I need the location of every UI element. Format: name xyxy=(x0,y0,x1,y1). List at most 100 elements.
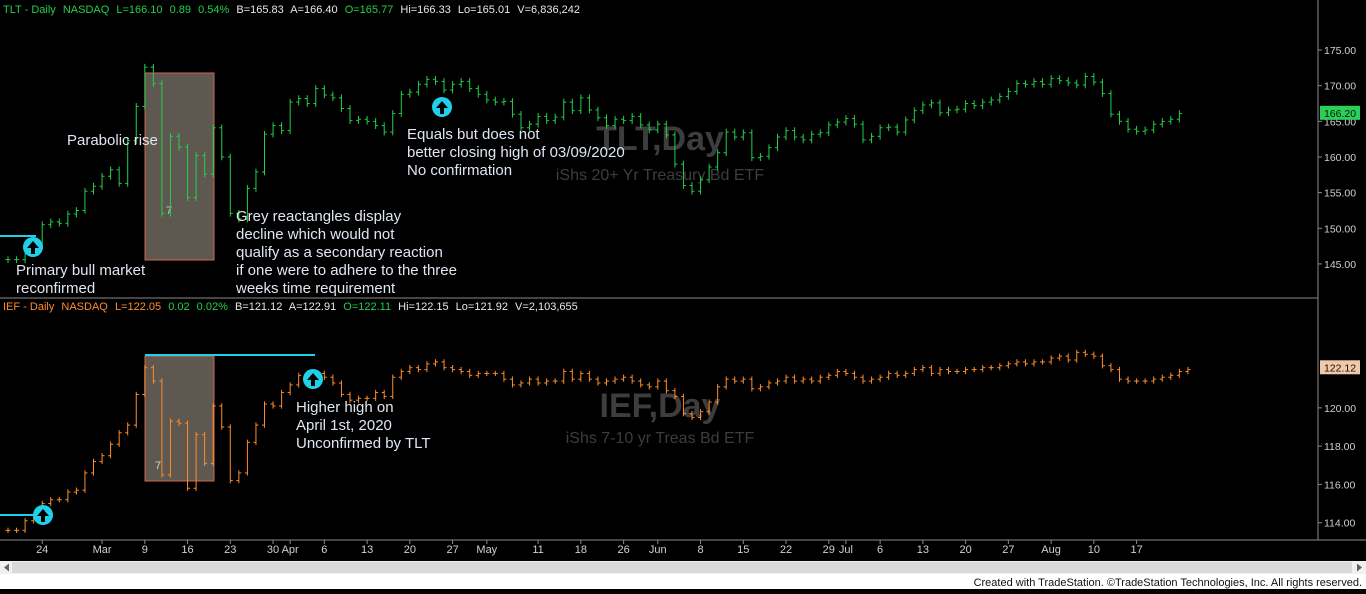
time-label: Mar xyxy=(93,544,112,556)
tlt-bid: B=165.83 xyxy=(236,4,283,16)
tlt-last-price-tag: 166.20 xyxy=(1320,105,1360,120)
ief-price-bar xyxy=(287,382,293,396)
ief-price-bar xyxy=(5,527,11,534)
tlt-price-bar xyxy=(133,103,139,144)
tlt-price-bar xyxy=(304,95,310,107)
ief-price-bar xyxy=(381,389,387,400)
tlt-price-bar xyxy=(210,124,216,178)
time-label: Jun xyxy=(649,544,667,556)
ief-price-bar xyxy=(698,409,704,421)
tlt-vol: V=6,836,242 xyxy=(517,4,580,16)
tlt-price-bar xyxy=(655,120,661,134)
ief-price-bar xyxy=(99,453,105,465)
ief-price-bar xyxy=(586,370,592,382)
svg-text:TLT - Daily NASDAQ: TLT - Daily NASDAQ L=166.10 0.89 0.54% B… xyxy=(3,4,580,16)
tlt-pane[interactable]: TLT,Day iShs 20+ Yr Treasury Bd ETF 7 TL… xyxy=(0,4,1360,297)
tlt-price-bar xyxy=(646,121,652,134)
time-axis[interactable]: 24 Mar 9 16 23 30 Apr 6 13 20 27 May 11 18 26 Jun 8 15 22 2… xyxy=(36,540,1143,556)
ief-price-bar xyxy=(424,361,430,373)
tlt-price-bar xyxy=(706,163,712,184)
tlt-price-axis[interactable]: 175.00170.00165.00160.00155.00150.00145.… xyxy=(1318,45,1360,271)
time-label: 15 xyxy=(737,544,749,556)
ief-price-bar xyxy=(509,376,515,388)
tlt-price-bar xyxy=(1099,78,1105,97)
annotation-parabolic-rise: Parabolic rise xyxy=(67,132,158,149)
tlt-price-bar xyxy=(604,114,609,129)
ief-price-bar xyxy=(937,366,943,377)
time-label: 27 xyxy=(1002,544,1014,556)
tlt-price-bar xyxy=(834,118,840,129)
tlt-price-bar xyxy=(1031,78,1037,88)
ief-price-bar xyxy=(14,527,20,534)
tlt-price-bar xyxy=(441,78,447,94)
tlt-price-bar xyxy=(911,107,917,124)
tlt-price-bar xyxy=(698,176,704,195)
tlt-price-bar xyxy=(826,121,832,137)
annotation-primary-bull: Primary bull market reconfirmed xyxy=(16,262,149,297)
annotation-higher-high: Higher high on April 1st, 2020 Unconfirm… xyxy=(296,399,431,452)
tlt-price-bar xyxy=(792,127,798,141)
tlt-price-bar xyxy=(424,75,430,88)
time-label: Apr xyxy=(282,544,299,556)
ief-price-bar xyxy=(1099,353,1105,369)
svg-text:166.20: 166.20 xyxy=(1324,108,1356,120)
time-label: 20 xyxy=(959,544,971,556)
ief-pane[interactable]: IEF,Day iShs 7-10 yr Treas Bd ETF 7 IEF … xyxy=(0,301,1360,534)
tlt-ask: A=166.40 xyxy=(290,4,337,16)
ief-price-bar xyxy=(689,410,695,421)
ief-price-bar xyxy=(338,380,344,398)
tlt-price-bar xyxy=(723,128,729,157)
ief-price-bar xyxy=(484,370,490,377)
tlt-price-bar xyxy=(561,98,567,121)
tlt-price-label: 175.00 xyxy=(1324,45,1356,57)
ief-price-bar xyxy=(433,359,438,367)
time-label: 13 xyxy=(917,544,929,556)
tlt-price-label: 160.00 xyxy=(1324,152,1356,164)
tlt-price-bar xyxy=(364,115,370,125)
ief-price-bar xyxy=(1091,351,1097,359)
tlt-price-bar xyxy=(715,149,721,171)
tlt-box-label: 7 xyxy=(166,205,172,217)
tlt-price-bar xyxy=(5,256,11,263)
up-arrow-icon xyxy=(23,237,43,257)
ief-price-bar xyxy=(347,391,353,403)
ief-price-bar xyxy=(501,370,507,382)
ief-price-bar xyxy=(193,431,199,491)
tlt-annotations: Parabolic rise Equals but does not bette… xyxy=(16,126,625,297)
tlt-header: TLT - Daily NASDAQ L=166.10 0.89 0.54% B… xyxy=(3,4,580,16)
ief-price-bar xyxy=(988,365,994,371)
tlt-price-bar xyxy=(920,101,926,115)
ief-price-bar xyxy=(715,384,721,405)
tlt-price-bar xyxy=(1168,115,1174,125)
tlt-price-bar xyxy=(1108,90,1114,118)
ief-price-bar xyxy=(749,376,755,392)
tlt-price-bar xyxy=(1176,110,1182,123)
ief-price-axis[interactable]: 120.00 118.00 116.00 114.00 122.12 xyxy=(1318,360,1360,530)
tlt-price-bar xyxy=(142,63,148,110)
tlt-price-bar xyxy=(1125,118,1131,133)
tlt-price-bar xyxy=(988,96,994,106)
horizontal-scrollbar[interactable] xyxy=(0,561,1366,574)
ief-price-bar xyxy=(1168,372,1174,380)
ief-price-bar xyxy=(1151,376,1157,384)
tlt-price-bar xyxy=(535,113,541,128)
tlt-price-bar xyxy=(1151,120,1157,134)
tlt-pct: 0.54% xyxy=(198,4,229,16)
ief-price-bar xyxy=(176,418,182,426)
ief-price-bar xyxy=(167,418,173,478)
ief-price-bar xyxy=(330,374,336,386)
tlt-price-bar xyxy=(817,129,823,138)
ief-price-bar xyxy=(150,365,156,384)
tlt-price-bar xyxy=(193,152,199,201)
ief-price-bar xyxy=(569,368,575,382)
ief-price-bar xyxy=(159,378,165,478)
tlt-price-bar xyxy=(82,187,88,214)
tlt-price-bar xyxy=(1074,79,1080,89)
ief-price-bar xyxy=(595,376,601,386)
ief-price-bar xyxy=(1108,363,1114,373)
ief-watermark-subtitle: iShs 7-10 yr Treas Bd ETF xyxy=(566,430,755,447)
ief-price-bar xyxy=(116,430,122,447)
ief-annotations: Higher high on April 1st, 2020 Unconfirm… xyxy=(296,399,431,452)
